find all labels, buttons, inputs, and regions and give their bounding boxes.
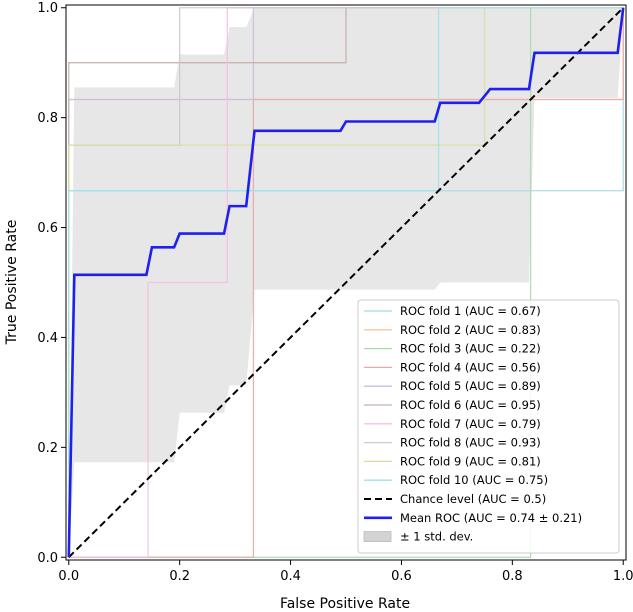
x-tick-label: 0.2 [169, 569, 190, 584]
legend-mean-entry: Mean ROC (AUC = 0.74 ± 0.21) [364, 511, 582, 525]
legend-fold-3-label: ROC fold 3 (AUC = 0.22) [400, 342, 541, 356]
y-tick-label: 0.0 [37, 551, 58, 566]
legend-fold-8-entry: ROC fold 8 (AUC = 0.93) [364, 436, 541, 450]
legend-fold-4-label: ROC fold 4 (AUC = 0.56) [400, 360, 541, 374]
y-tick-label: 0.2 [37, 441, 58, 456]
legend-fold-1-label: ROC fold 1 (AUC = 0.67) [400, 304, 541, 318]
legend-fold-3-entry: ROC fold 3 (AUC = 0.22) [364, 342, 541, 356]
x-axis-label: False Positive Rate [280, 596, 410, 612]
y-tick-label: 0.8 [37, 111, 58, 126]
legend-fold-9-label: ROC fold 9 (AUC = 0.81) [400, 454, 541, 468]
legend-fold-10-label: ROC fold 10 (AUC = 0.75) [400, 473, 548, 487]
legend-box [357, 299, 620, 554]
y-tick-label: 1.0 [37, 1, 58, 16]
legend-mean-label: Mean ROC (AUC = 0.74 ± 0.21) [400, 511, 582, 525]
legend-fold-2-entry: ROC fold 2 (AUC = 0.83) [364, 323, 541, 337]
legend-fold-6-entry: ROC fold 6 (AUC = 0.95) [364, 398, 541, 412]
legend-fold-8-label: ROC fold 8 (AUC = 0.93) [400, 436, 541, 450]
axes-frame [65, 4, 627, 561]
legend: ROC fold 1 (AUC = 0.67) ROC fold 2 (AUC =… [357, 299, 620, 554]
x-tick-label: 0.0 [58, 569, 79, 584]
legend-fold-7-label: ROC fold 7 (AUC = 0.79) [400, 417, 541, 431]
plot-series-group [67, 7, 625, 558]
legend-chance-label: Chance level (AUC = 0.5) [400, 492, 546, 506]
x-tick-label: 0.8 [502, 569, 523, 584]
legend-fold-9-entry: ROC fold 9 (AUC = 0.81) [364, 454, 541, 468]
legend-chance-entry: Chance level (AUC = 0.5) [364, 492, 546, 506]
y-tick-label: 0.4 [37, 331, 58, 346]
legend-band-entry: ± 1 std. dev. [363, 530, 473, 544]
legend-fold-6-label: ROC fold 6 (AUC = 0.95) [400, 398, 541, 412]
legend-band-label: ± 1 std. dev. [400, 530, 473, 544]
y-axis-label: True Positive Rate [4, 220, 20, 346]
legend-fold-2-label: ROC fold 2 (AUC = 0.83) [400, 323, 541, 337]
legend-fold-7-entry: ROC fold 7 (AUC = 0.79) [364, 417, 541, 431]
x-tick-label: 0.6 [391, 569, 412, 584]
x-tick-label: 1.0 [613, 569, 633, 584]
legend-band-swatch [363, 531, 392, 542]
legend-fold-5-entry: ROC fold 5 (AUC = 0.89) [364, 379, 541, 393]
legend-fold-10-entry: ROC fold 10 (AUC = 0.75) [364, 473, 548, 487]
legend-fold-1-entry: ROC fold 1 (AUC = 0.67) [364, 304, 541, 318]
plot-area: 0.0 0.2 0.4 0.6 0.8 1.0 0.0 0.2 0.4 0.6 0.8 1.0 [37, 1, 633, 584]
legend-fold-4-entry: ROC fold 4 (AUC = 0.56) [364, 360, 541, 374]
x-tick-label: 0.4 [280, 569, 301, 584]
y-tick-label: 0.6 [37, 221, 58, 236]
legend-fold-5-label: ROC fold 5 (AUC = 0.89) [400, 379, 541, 393]
mean-roc-line [67, 7, 625, 558]
chance-level-line [68, 7, 624, 558]
